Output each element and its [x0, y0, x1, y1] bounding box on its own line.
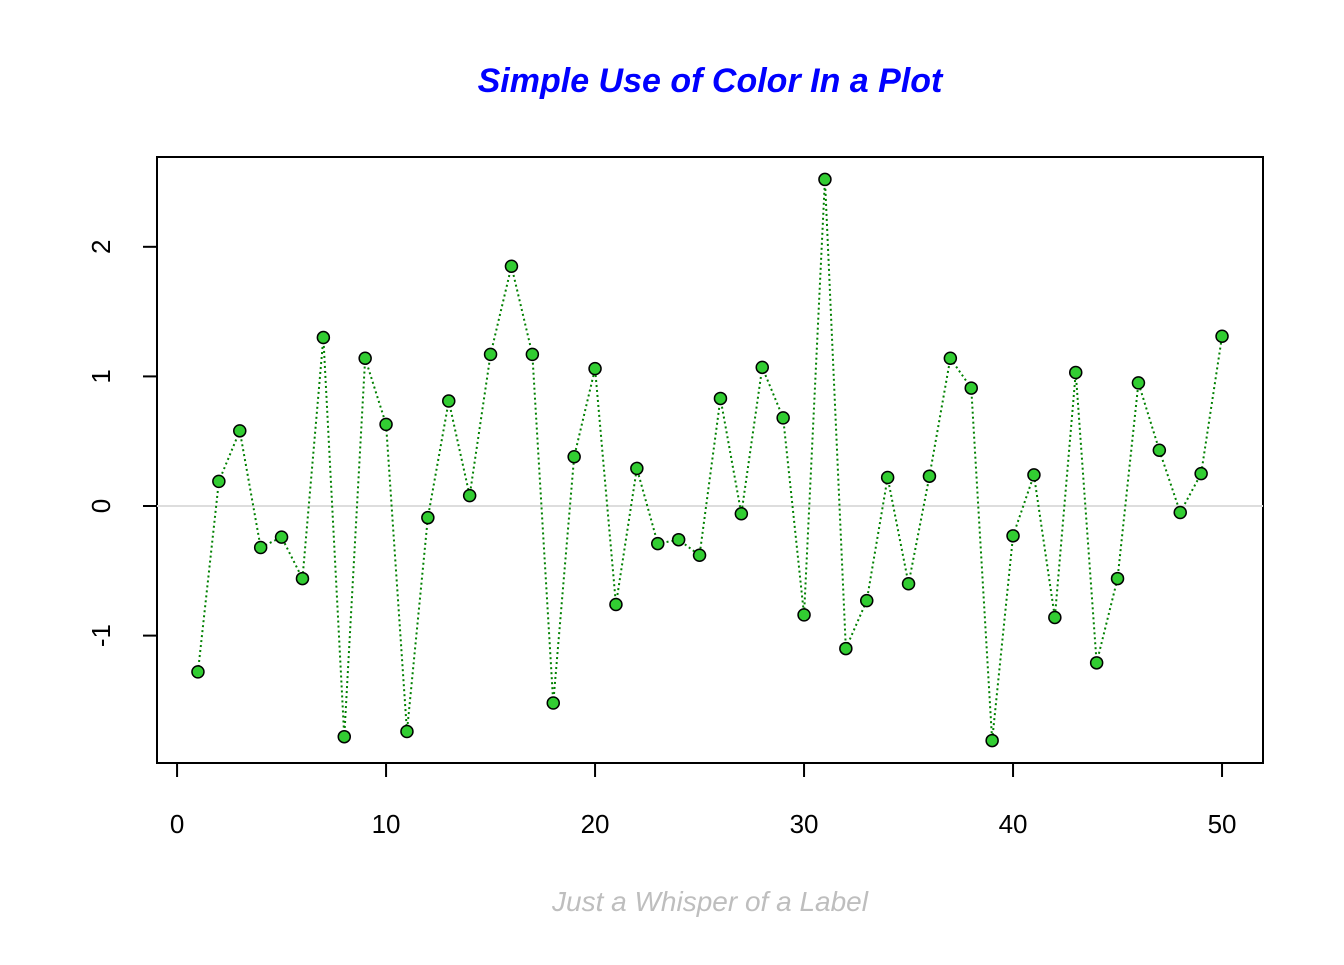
data-point — [316, 330, 331, 345]
data-point — [692, 548, 707, 563]
data-point — [1215, 329, 1229, 343]
data-point — [462, 488, 477, 503]
data-point — [421, 510, 435, 525]
x-axis-label: Just a Whisper of a Label — [551, 886, 869, 917]
data-point — [1006, 529, 1020, 543]
data-point — [713, 391, 728, 406]
data-point — [1110, 571, 1125, 586]
data-point — [901, 577, 916, 591]
data-point — [442, 394, 456, 408]
data-point — [233, 424, 247, 438]
data-point — [651, 536, 665, 551]
data-point — [1068, 365, 1083, 380]
x-tick-label: 50 — [1208, 809, 1237, 839]
data-point — [922, 469, 937, 483]
data-point — [295, 571, 310, 586]
data-point — [274, 530, 289, 544]
x-tick-label: 30 — [790, 809, 819, 839]
data-point — [358, 351, 372, 366]
data-point — [1027, 468, 1041, 482]
data-point — [609, 597, 623, 612]
data-point — [755, 360, 769, 375]
x-tick-label: 40 — [999, 809, 1028, 839]
x-tick-label: 20 — [581, 809, 610, 839]
data-point — [588, 361, 602, 376]
data-point — [818, 172, 832, 187]
data-point — [1089, 656, 1104, 670]
y-tick-label: 1 — [86, 369, 116, 383]
data-point — [1131, 376, 1146, 390]
data-point — [671, 532, 686, 547]
data-point — [839, 641, 853, 656]
data-point — [212, 474, 226, 489]
data-point — [483, 347, 498, 362]
data-point — [379, 417, 393, 432]
data-point — [400, 724, 414, 739]
data-point — [943, 351, 958, 366]
data-point — [859, 593, 874, 608]
data-point — [546, 696, 561, 710]
data-point — [191, 665, 205, 679]
data-point — [964, 381, 978, 395]
data-point — [630, 461, 644, 476]
data-point — [253, 540, 268, 555]
chart-title: Simple Use of Color In a Plot — [478, 62, 944, 100]
data-point — [985, 733, 999, 748]
data-point — [1194, 466, 1208, 481]
data-line — [196, 179, 1224, 741]
y-tick-label: -1 — [86, 624, 116, 647]
data-point — [1152, 443, 1167, 458]
data-point — [797, 608, 811, 622]
y-tick-label: 2 — [86, 240, 116, 254]
data-point — [776, 411, 790, 425]
data-point — [1048, 610, 1062, 625]
y-tick-label: 0 — [86, 499, 116, 513]
data-point — [567, 450, 581, 464]
data-point — [504, 259, 519, 274]
data-point — [734, 507, 749, 521]
data-point — [880, 470, 895, 485]
x-tick-label: 10 — [372, 809, 401, 839]
plot-box — [156, 156, 1264, 764]
data-point — [337, 729, 352, 744]
data-point — [525, 347, 540, 362]
x-tick-label: 0 — [170, 809, 184, 839]
data-point — [1173, 505, 1187, 520]
